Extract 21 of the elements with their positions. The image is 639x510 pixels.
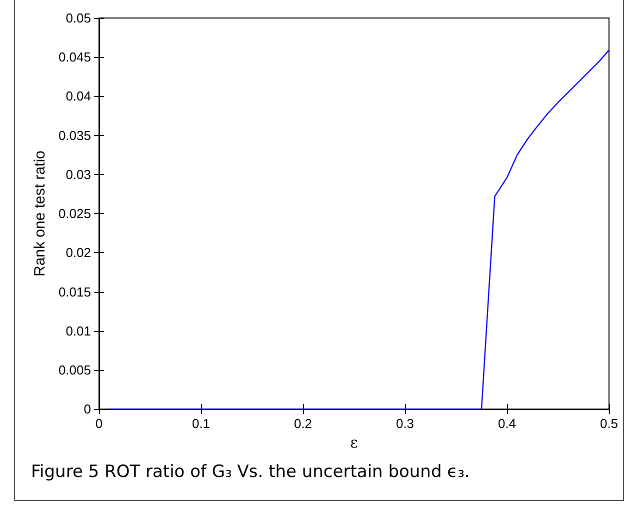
caption: Figure 5 ROT ratio of G₃ Vs. the uncertain bound ϵ₃. bbox=[31, 462, 470, 482]
y-tick-label: 0.03 bbox=[66, 166, 91, 182]
y-tick-label: 0.04 bbox=[66, 88, 91, 104]
x-axis-title: ε bbox=[350, 434, 358, 452]
line-series bbox=[108, 49, 610, 410]
y-tick-label: 0.015 bbox=[58, 284, 91, 300]
x-tick-label: 0.5 bbox=[600, 416, 618, 432]
x-tick-label: 0.3 bbox=[396, 416, 414, 432]
y-tick-label: 0.02 bbox=[66, 245, 91, 260]
y-tick-label: 0.05 bbox=[66, 10, 91, 26]
y-tick-label: 0 bbox=[84, 402, 91, 417]
y-tick-label: 0.025 bbox=[58, 206, 91, 222]
x-tick-label: 0.2 bbox=[294, 416, 312, 432]
y-tick-label: 0.01 bbox=[66, 323, 91, 338]
x-tick-label: 0.1 bbox=[192, 416, 210, 432]
y-tick-label: 0.005 bbox=[58, 362, 91, 378]
y-axis-title: Rank one test ratio bbox=[32, 150, 49, 277]
y-tick-label: 0.045 bbox=[58, 50, 91, 65]
x-tick-label: 0.4 bbox=[498, 416, 516, 432]
x-tick-label: 0 bbox=[95, 416, 103, 432]
y-tick-label: 0.035 bbox=[58, 128, 91, 143]
